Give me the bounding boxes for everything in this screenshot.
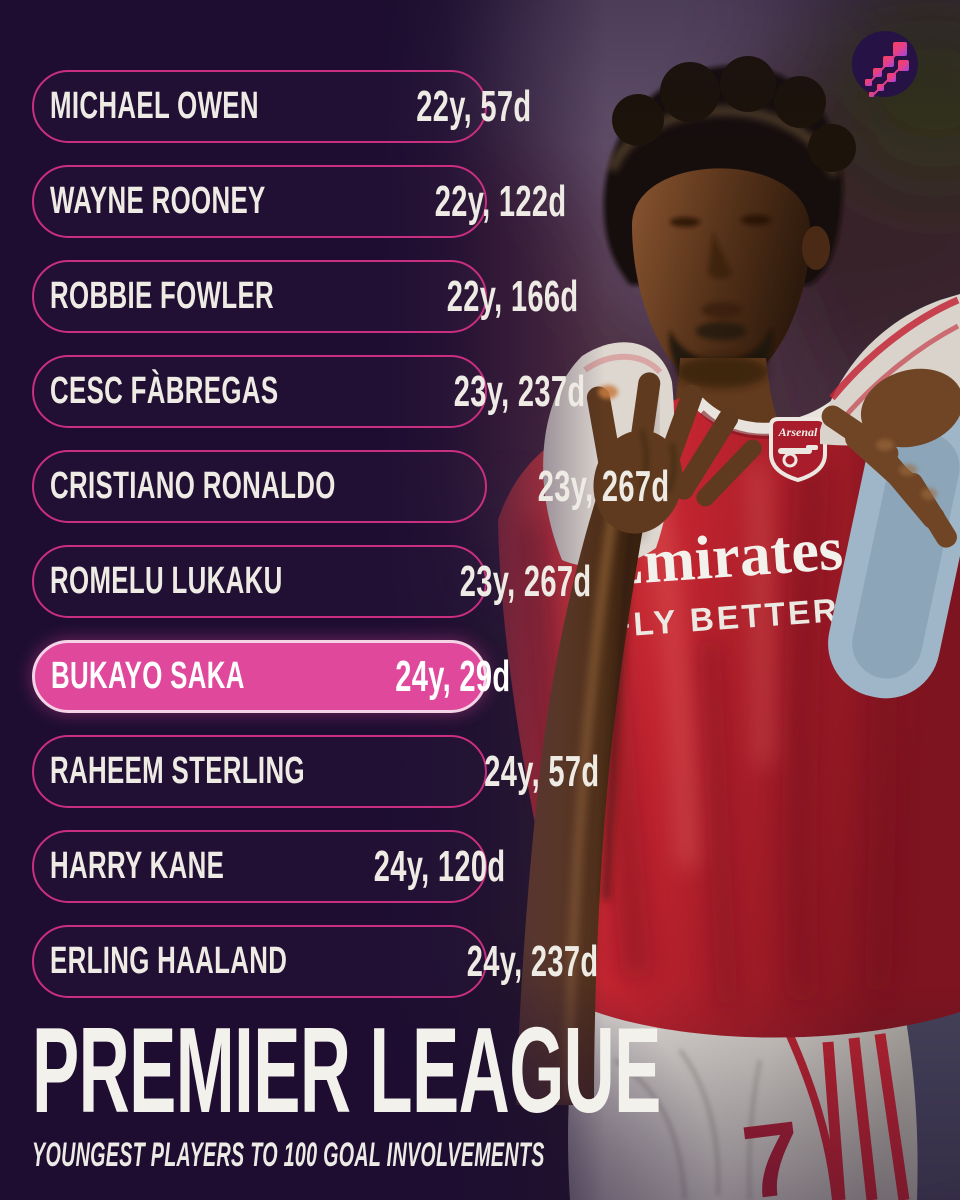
brand-logo xyxy=(852,31,918,97)
player-age: 22y, 57d xyxy=(416,81,532,131)
player-name: HARRY KANE xyxy=(50,845,225,887)
table-row: MICHAEL OWEN 22y, 57d xyxy=(32,70,531,143)
page-subtitle: YOUNGEST PLAYERS TO 100 GOAL INVOLVEMENT… xyxy=(32,1136,545,1175)
table-row: WAYNE ROONEY 22y, 122d xyxy=(32,165,566,238)
table-row: RAHEEM STERLING 24y, 57d xyxy=(32,735,599,808)
table-row: ERLING HAALAND 24y, 237d xyxy=(32,925,598,998)
table-row: CESC FÀBREGAS 23y, 237d xyxy=(32,355,585,428)
player-name: ROMELU LUKAKU xyxy=(50,560,283,602)
player-age: 24y, 29d xyxy=(395,651,511,701)
player-name: ERLING HAALAND xyxy=(50,940,288,982)
crest-text: Arsenal xyxy=(778,425,818,439)
player-table: MICHAEL OWEN 22y, 57d WAYNE ROONEY 22y, 122… xyxy=(32,70,669,1020)
table-row: CRISTIANO RONALDO 23y, 267d xyxy=(32,450,669,523)
player-name: CRISTIANO RONALDO xyxy=(50,465,336,507)
player-age: 24y, 57d xyxy=(484,746,600,796)
player-name: RAHEEM STERLING xyxy=(50,750,305,792)
player-age: 23y, 267d xyxy=(537,461,670,511)
page-title: PREMIER LEAGUE xyxy=(32,1002,661,1138)
player-age: 22y, 166d xyxy=(447,271,579,321)
table-row: ROBBIE FOWLER 22y, 166d xyxy=(32,260,579,333)
table-row: ROMELU LUKAKU 23y, 267d xyxy=(32,545,591,618)
player-age: 24y, 120d xyxy=(374,841,506,891)
player-age: 23y, 237d xyxy=(453,366,586,416)
rising-bars-logo-icon xyxy=(852,31,918,97)
table-row-highlighted: BUKAYO SAKA 24y, 29d xyxy=(32,640,510,713)
player-name: WAYNE ROONEY xyxy=(50,180,266,222)
player-age: 22y, 122d xyxy=(434,176,567,226)
table-row: HARRY KANE 24y, 120d xyxy=(32,830,505,903)
player-name: ROBBIE FOWLER xyxy=(50,275,275,317)
player-name: BUKAYO SAKA xyxy=(51,655,245,697)
footer: PREMIER LEAGUE YOUNGEST PLAYERS TO 100 G… xyxy=(32,1002,932,1175)
arsenal-crest: Arsenal xyxy=(769,417,827,483)
player-name: CESC FÀBREGAS xyxy=(50,370,279,412)
player-age: 24y, 237d xyxy=(466,936,599,986)
player-name: MICHAEL OWEN xyxy=(50,85,259,127)
player-age: 23y, 267d xyxy=(459,556,592,606)
